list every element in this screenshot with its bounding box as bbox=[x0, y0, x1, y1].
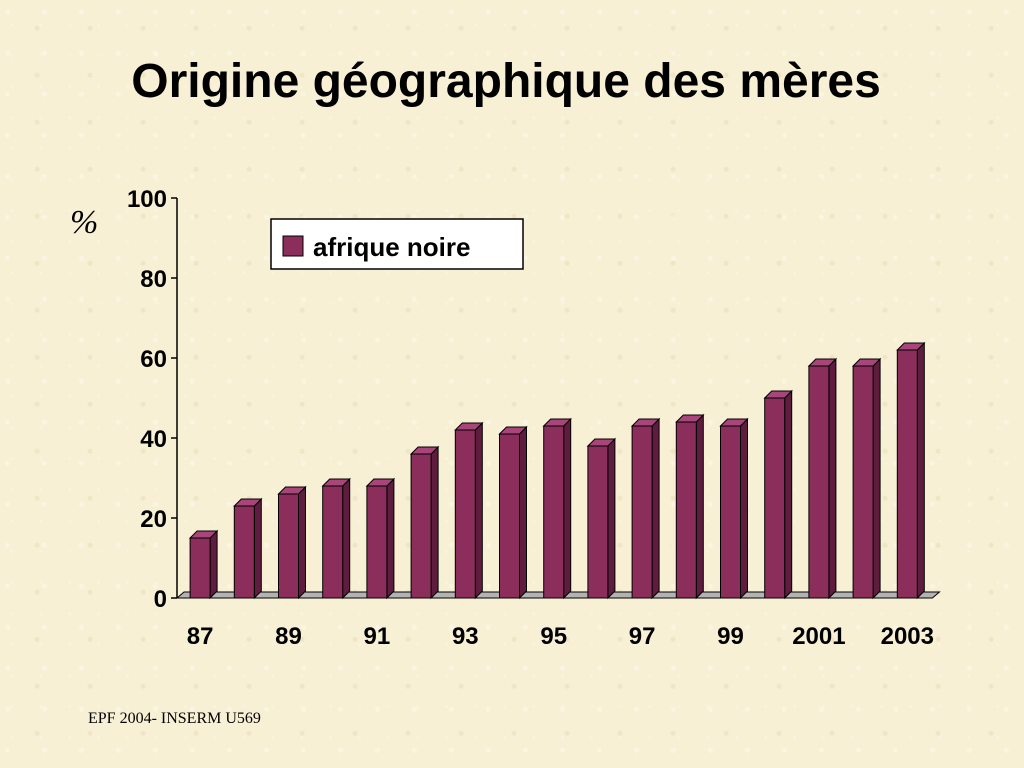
bar bbox=[630, 417, 661, 600]
bar-side bbox=[872, 357, 881, 600]
bar-front bbox=[499, 433, 520, 599]
legend-swatch bbox=[282, 235, 304, 257]
legend-box bbox=[270, 218, 524, 270]
bar bbox=[675, 413, 705, 600]
bar-side bbox=[342, 477, 351, 600]
bar-front bbox=[720, 425, 741, 599]
y-tick-label: 0 bbox=[154, 586, 167, 613]
bar-chart: 0 20 40 60 80 100 87 89 91 93 95 97 99 2001 2003 afri… bbox=[127, 186, 941, 650]
bar bbox=[365, 477, 396, 600]
bar bbox=[277, 485, 307, 600]
bar-front bbox=[189, 537, 211, 599]
bar-side bbox=[298, 485, 306, 600]
bar-series bbox=[188, 341, 926, 600]
bar-front bbox=[808, 365, 830, 599]
legend: afrique noire bbox=[270, 218, 524, 270]
y-tick-label: 100 bbox=[127, 186, 167, 213]
bar-front bbox=[233, 505, 255, 599]
bar bbox=[851, 357, 882, 600]
bar bbox=[188, 529, 219, 600]
bar bbox=[807, 357, 838, 600]
x-tick-label: 99 bbox=[717, 623, 744, 650]
bar-side bbox=[430, 445, 439, 600]
bar-side bbox=[474, 421, 483, 600]
bar-front bbox=[631, 425, 653, 599]
y-axis: 0 20 40 60 80 100 bbox=[127, 186, 178, 613]
legend-label: afrique noire bbox=[313, 232, 470, 262]
bar-front bbox=[764, 397, 786, 599]
bar-side bbox=[519, 425, 527, 600]
x-tick-label: 2003 bbox=[881, 623, 934, 650]
bar-front bbox=[410, 453, 432, 599]
y-tick-label: 80 bbox=[140, 266, 167, 293]
bar-side bbox=[209, 529, 218, 600]
bar-side bbox=[607, 437, 616, 600]
bar bbox=[321, 477, 351, 600]
slide-title: Origine géographique des mères bbox=[131, 55, 881, 108]
x-tick-label: 97 bbox=[629, 623, 656, 650]
bar bbox=[233, 497, 263, 600]
bar-front bbox=[454, 429, 476, 599]
bar bbox=[542, 417, 572, 600]
bar-front bbox=[278, 493, 299, 599]
bar bbox=[896, 341, 926, 600]
y-tick-label: 40 bbox=[140, 426, 167, 453]
bar-front bbox=[322, 485, 344, 599]
bar bbox=[498, 425, 528, 600]
bar-side bbox=[386, 477, 395, 600]
y-unit-label: % bbox=[70, 204, 99, 241]
bar-front bbox=[587, 445, 609, 599]
footer-credit: EPF 2004- INSERM U569 bbox=[88, 710, 261, 727]
bar-front bbox=[543, 425, 565, 599]
x-tick-label: 2001 bbox=[792, 623, 845, 650]
bar-side bbox=[740, 417, 748, 600]
bar-front bbox=[675, 421, 697, 599]
bar-side bbox=[784, 389, 793, 600]
bar bbox=[409, 445, 440, 600]
y-tick-label: 60 bbox=[140, 346, 167, 373]
bar-front bbox=[896, 349, 918, 599]
x-tick-label: 89 bbox=[275, 623, 302, 650]
bar bbox=[586, 437, 617, 600]
y-tick-label: 20 bbox=[140, 506, 167, 533]
bar bbox=[719, 417, 749, 600]
bar-side bbox=[695, 413, 704, 600]
bar-front bbox=[366, 485, 388, 599]
bar-side bbox=[563, 417, 572, 600]
x-axis-labels: 87 89 91 93 95 97 99 2001 2003 bbox=[187, 623, 934, 650]
bar bbox=[763, 389, 793, 600]
x-tick-label: 93 bbox=[452, 623, 479, 650]
bar-side bbox=[651, 417, 660, 600]
bar-side bbox=[916, 341, 925, 600]
bar-front bbox=[852, 365, 874, 599]
bar bbox=[454, 421, 484, 600]
bar-side bbox=[828, 357, 837, 600]
bar-side bbox=[253, 497, 262, 600]
x-tick-label: 95 bbox=[540, 623, 567, 650]
x-tick-label: 91 bbox=[364, 623, 391, 650]
x-tick-label: 87 bbox=[187, 623, 214, 650]
